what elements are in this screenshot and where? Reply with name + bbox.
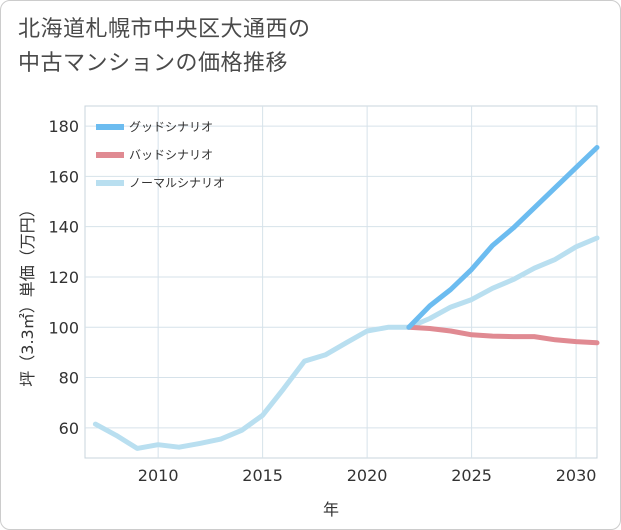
chart-title: 北海道札幌市中央区大通西の 中古マンションの価格推移 bbox=[18, 17, 311, 76]
x-tick-label-2015: 2015 bbox=[242, 466, 283, 485]
legend-label-2: ノーマルシナリオ bbox=[129, 176, 225, 190]
x-axis-label: 年 bbox=[323, 500, 339, 519]
series-line-1 bbox=[406, 324, 600, 346]
y-tick-label-140: 140 bbox=[48, 218, 79, 237]
series-line-0 bbox=[406, 145, 600, 330]
y-tick-label-60: 60 bbox=[59, 419, 79, 438]
series-lines bbox=[92, 145, 600, 451]
y-tick-label-100: 100 bbox=[48, 318, 79, 337]
series-line-2 bbox=[92, 235, 600, 451]
y-axis-label: 坪（3.3㎡）単価（万円） bbox=[18, 201, 37, 386]
y-tick-label-160: 160 bbox=[48, 167, 79, 186]
x-axis-ticks: 2010 2015 2020 2025 2030 bbox=[138, 466, 597, 485]
x-tick-label-2020: 2020 bbox=[347, 466, 388, 485]
grid-lines bbox=[85, 106, 597, 458]
y-axis-ticks: 60 80 100 120 140 160 180 bbox=[48, 117, 79, 438]
x-tick-label-2030: 2030 bbox=[556, 466, 597, 485]
y-tick-label-180: 180 bbox=[48, 117, 79, 136]
legend-label-0: グッドシナリオ bbox=[129, 120, 213, 134]
x-tick-label-2025: 2025 bbox=[451, 466, 492, 485]
x-tick-label-2010: 2010 bbox=[138, 466, 179, 485]
y-tick-label-80: 80 bbox=[59, 369, 79, 388]
y-tick-label-120: 120 bbox=[48, 268, 79, 287]
legend-label-1: バッドシナリオ bbox=[129, 148, 213, 162]
